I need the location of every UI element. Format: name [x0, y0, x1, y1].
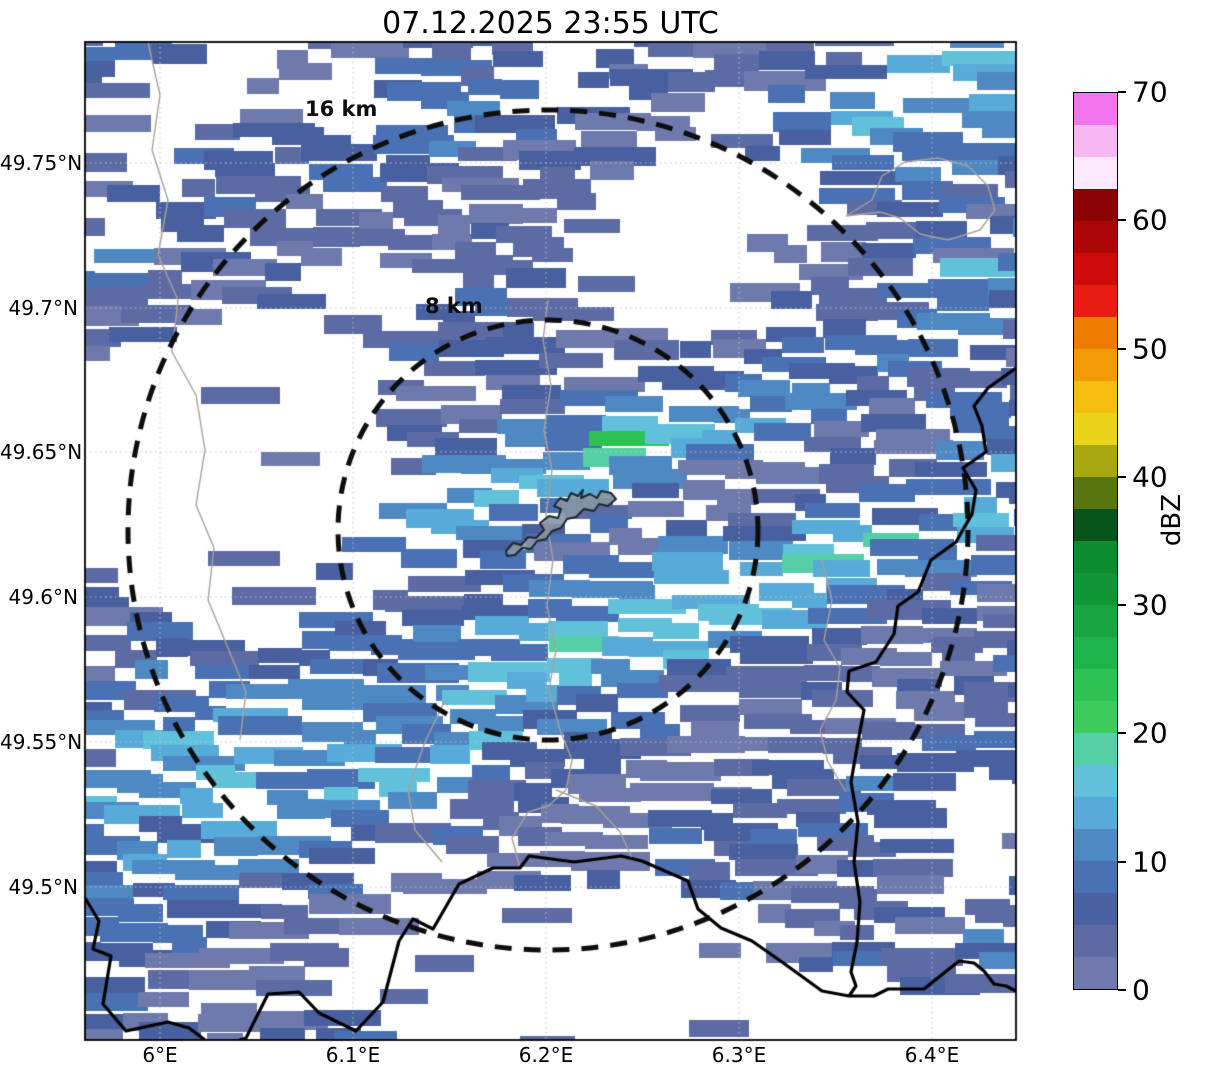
- colorbar-segment: [1074, 925, 1117, 957]
- colorbar-tick-label: 40: [1132, 460, 1168, 494]
- colorbar-segment: [1074, 765, 1117, 797]
- colorbar-segment: [1074, 637, 1117, 669]
- colorbar-segment: [1074, 285, 1117, 317]
- colorbar-tick-mark: [1118, 860, 1126, 863]
- colorbar-tick-label: 0: [1132, 973, 1150, 1007]
- colorbar-tick-mark: [1118, 732, 1126, 735]
- colorbar-tick-mark: [1118, 91, 1126, 93]
- colorbar-tick-label: 50: [1132, 332, 1168, 366]
- y-tick-label-1: 49.7°N: [8, 296, 79, 320]
- colorbar: [1073, 92, 1118, 990]
- colorbar-segment: [1074, 93, 1117, 125]
- colorbar-segment: [1074, 189, 1117, 221]
- y-tick-label-2: 49.65°N: [0, 440, 83, 464]
- colorbar-segment: [1074, 221, 1117, 253]
- colorbar-tick-mark: [1118, 604, 1126, 607]
- colorbar-tick-label: 20: [1132, 716, 1168, 750]
- colorbar-segment: [1074, 317, 1117, 349]
- colorbar-axis-label: dBZ: [1157, 493, 1187, 547]
- colorbar-segment: [1074, 861, 1117, 893]
- colorbar-segment: [1074, 477, 1117, 509]
- colorbar-tick-mark: [1118, 989, 1126, 991]
- y-tick-label-3: 49.6°N: [8, 585, 79, 609]
- y-tick-label-5: 49.5°N: [8, 875, 79, 899]
- colorbar-tick-label: 30: [1132, 588, 1168, 622]
- colorbar-tick-label: 60: [1132, 203, 1168, 237]
- colorbar-segment: [1074, 797, 1117, 829]
- colorbar-segment: [1074, 381, 1117, 413]
- colorbar-segment: [1074, 253, 1117, 285]
- colorbar-segment: [1074, 445, 1117, 477]
- colorbar-segment: [1074, 541, 1117, 573]
- y-tick-label-4: 49.55°N: [0, 730, 83, 754]
- colorbar-segment: [1074, 669, 1117, 701]
- colorbar-segment: [1074, 829, 1117, 861]
- colorbar-segment: [1074, 893, 1117, 925]
- colorbar-tick-mark: [1118, 219, 1126, 222]
- x-tick-label-2: 6.2°E: [518, 1043, 574, 1067]
- colorbar-tick-mark: [1118, 347, 1126, 350]
- x-tick-label-1: 6.1°E: [325, 1043, 381, 1067]
- range-ring-16km-label: 16 km: [305, 97, 378, 121]
- colorbar-segment: [1074, 701, 1117, 733]
- range-ring-8km-label: 8 km: [425, 294, 483, 318]
- x-tick-label-3: 6.3°E: [711, 1043, 767, 1067]
- colorbar-segment: [1074, 957, 1117, 989]
- x-tick-label-0: 6°E: [142, 1043, 178, 1067]
- colorbar-segment: [1074, 413, 1117, 445]
- colorbar-tick-mark: [1118, 475, 1126, 478]
- y-tick-label-0: 49.75°N: [0, 151, 83, 175]
- colorbar-segment: [1074, 157, 1117, 189]
- colorbar-segment: [1074, 349, 1117, 381]
- figure-title: 07.12.2025 23:55 UTC: [382, 6, 719, 41]
- colorbar-tick-label: 70: [1132, 75, 1168, 109]
- colorbar-segment: [1074, 605, 1117, 637]
- colorbar-tick-label: 10: [1132, 845, 1168, 879]
- colorbar-segment: [1074, 733, 1117, 765]
- x-tick-label-4: 6.4°E: [904, 1043, 960, 1067]
- colorbar-segment: [1074, 573, 1117, 605]
- colorbar-segment: [1074, 125, 1117, 157]
- colorbar-segment: [1074, 509, 1117, 541]
